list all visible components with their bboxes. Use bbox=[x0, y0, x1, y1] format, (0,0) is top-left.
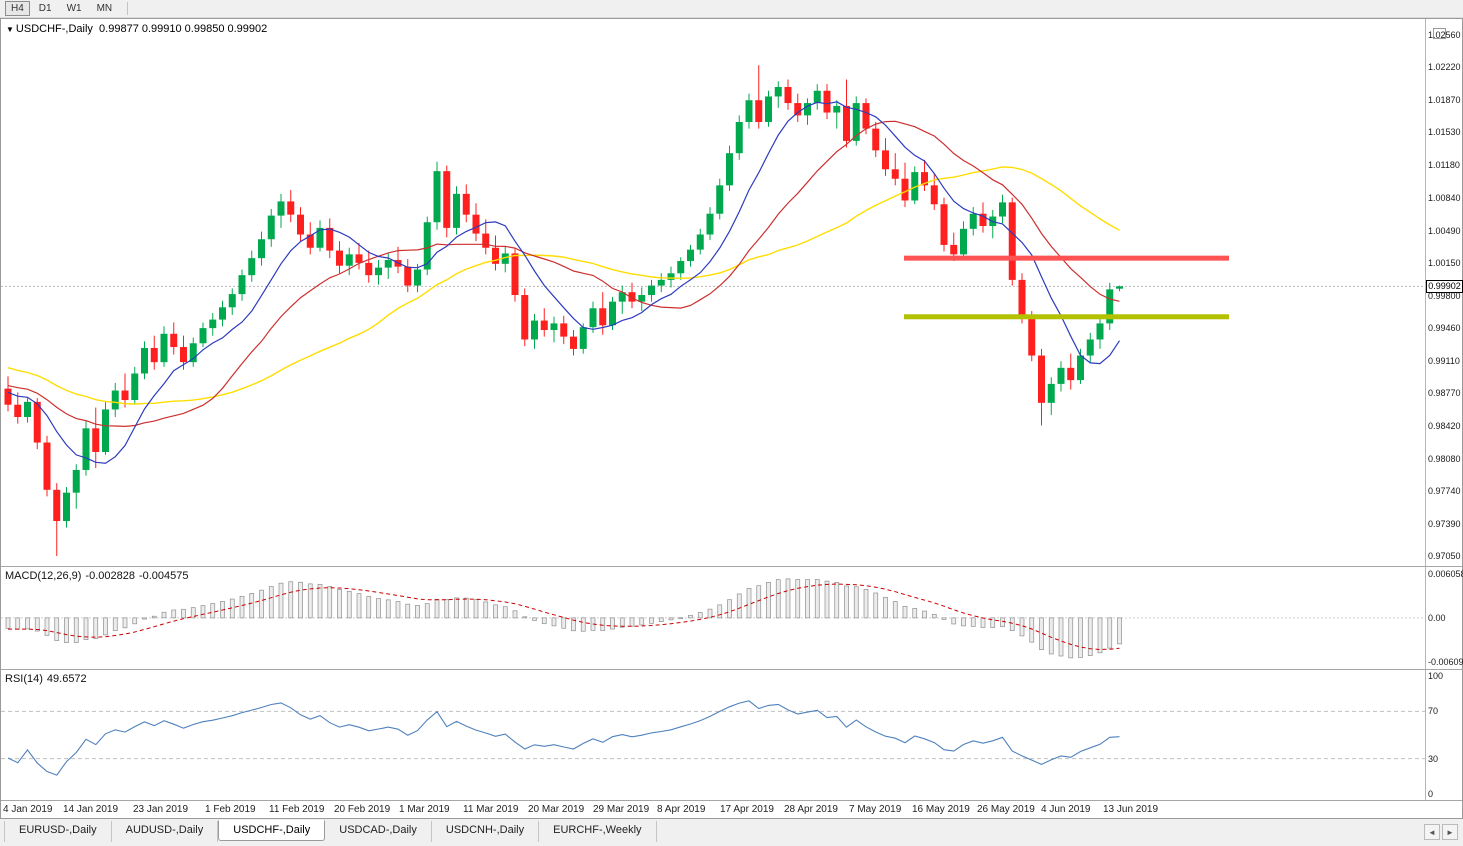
chart-tab-usdchf[interactable]: USDCHF-,Daily bbox=[218, 820, 326, 841]
rsi-value: 49.6572 bbox=[46, 673, 87, 685]
rsi-axis-label: 30 bbox=[1428, 753, 1439, 764]
price-axis-label: 0.99460 bbox=[1428, 323, 1461, 334]
macd-value-signal: -0.004575 bbox=[138, 570, 189, 582]
price-axis-label: 0.97050 bbox=[1428, 551, 1461, 561]
price-axis-label: 0.98080 bbox=[1428, 453, 1461, 464]
date-label: 20 Mar 2019 bbox=[528, 804, 585, 815]
price-axis-label: 1.01530 bbox=[1428, 127, 1461, 138]
chart-tabs: EURUSD-,Daily AUDUSD-,Daily USDCHF-,Daily U… bbox=[4, 820, 657, 842]
macd-name: MACD(12,26,9) bbox=[5, 570, 82, 582]
date-label: 29 Mar 2019 bbox=[593, 804, 650, 815]
period-toolbar: H4 D1 W1 MN bbox=[0, 0, 1463, 18]
chart-window: ▼ USDCHF-,Daily 0.99877 0.99910 0.99850 0… bbox=[0, 18, 1463, 819]
price-axis-label: 0.97740 bbox=[1428, 485, 1461, 496]
chart-tab-usdcnh[interactable]: USDCNH-,Daily bbox=[432, 821, 540, 842]
collapse-arrow-icon[interactable]: ▼ bbox=[6, 25, 14, 34]
macd-axis-label: -0.006096 bbox=[1428, 657, 1463, 667]
date-label: 16 May 2019 bbox=[912, 804, 970, 815]
panel-splitter-rsi[interactable] bbox=[1, 669, 1462, 670]
ohlc-values: 0.99877 0.99910 0.99850 0.99902 bbox=[99, 23, 268, 35]
price-axis-label: 0.99110 bbox=[1428, 356, 1460, 367]
tab-scroll-group: ◄ ► bbox=[1424, 824, 1458, 840]
macd-axis-label: 0.00 bbox=[1428, 612, 1446, 623]
date-label: 14 Jan 2019 bbox=[63, 804, 119, 815]
date-label: 11 Mar 2019 bbox=[463, 804, 519, 815]
price-panel: ▼ USDCHF-,Daily 0.99877 0.99910 0.99850 0… bbox=[1, 19, 1463, 566]
price-axis: 0.99902 1.02560 1.02220 1.01870 1.01530 1.01… bbox=[1425, 19, 1463, 566]
chart-corner-button[interactable] bbox=[1433, 28, 1446, 39]
chart-tab-eurchf[interactable]: EURCHF-,Weekly bbox=[539, 821, 657, 842]
price-axis-label: 0.98420 bbox=[1428, 421, 1461, 432]
macd-value-main: -0.002828 bbox=[85, 570, 135, 582]
period-button-h4[interactable]: H4 bbox=[5, 1, 30, 16]
date-label: 4 Jun 2019 bbox=[1041, 804, 1091, 815]
chart-title: ▼ USDCHF-,Daily 0.99877 0.99910 0.99850 0… bbox=[6, 23, 267, 35]
chart-tabbar: EURUSD-,Daily AUDUSD-,Daily USDCHF-,Daily U… bbox=[0, 819, 1463, 846]
rsi-label: RSI(14) 49.6572 bbox=[5, 673, 91, 685]
rsi-axis-label: 100 bbox=[1428, 671, 1444, 681]
price-axis-label: 0.97390 bbox=[1428, 518, 1461, 529]
date-label: 11 Feb 2019 bbox=[269, 804, 325, 815]
price-axis-label: 1.00490 bbox=[1428, 225, 1461, 236]
rsi-axis: 100 70 30 0 bbox=[1425, 670, 1462, 800]
price-axis-label: 1.02560 bbox=[1428, 30, 1461, 40]
period-button-w1[interactable]: W1 bbox=[66, 3, 82, 14]
price-axis-label: 1.01870 bbox=[1428, 95, 1461, 106]
date-label: 1 Feb 2019 bbox=[205, 804, 256, 815]
period-button-group: H4 D1 W1 MN bbox=[5, 1, 121, 16]
period-button-d1[interactable]: D1 bbox=[38, 3, 52, 14]
rsi-chart[interactable] bbox=[1, 670, 1425, 800]
tab-scroll-right-icon[interactable]: ► bbox=[1442, 824, 1458, 840]
rsi-name: RSI(14) bbox=[5, 673, 43, 685]
price-axis-label: 1.00150 bbox=[1428, 257, 1461, 268]
panel-splitter-macd[interactable] bbox=[1, 566, 1462, 567]
price-axis-label: 1.00840 bbox=[1428, 192, 1461, 203]
rsi-panel: RSI(14) 49.6572 100 70 30 0 bbox=[1, 670, 1462, 800]
date-label: 13 Jun 2019 bbox=[1103, 804, 1159, 815]
symbol-label: USDCHF-,Daily bbox=[15, 23, 93, 35]
date-label: 23 Jan 2019 bbox=[133, 804, 189, 815]
macd-label: MACD(12,26,9) -0.002828 -0.004575 bbox=[5, 570, 193, 582]
price-axis-label: 1.01180 bbox=[1428, 160, 1460, 171]
price-axis-label: 0.98770 bbox=[1428, 388, 1461, 399]
price-axis-label: 1.02220 bbox=[1428, 62, 1461, 73]
date-label: 20 Feb 2019 bbox=[334, 804, 391, 815]
date-label: 7 May 2019 bbox=[849, 804, 902, 815]
toolbar-separator bbox=[127, 2, 129, 15]
rsi-axis-label: 0 bbox=[1428, 789, 1434, 799]
chart-tab-eurusd[interactable]: EURUSD-,Daily bbox=[4, 821, 112, 842]
macd-panel: MACD(12,26,9) -0.002828 -0.004575 0.006058… bbox=[1, 567, 1463, 669]
date-label: 1 Mar 2019 bbox=[399, 804, 450, 815]
date-label: 8 Apr 2019 bbox=[657, 804, 706, 815]
macd-axis: 0.006058 0.00 -0.006096 bbox=[1425, 567, 1463, 669]
chart-tab-audusd[interactable]: AUDUSD-,Daily bbox=[112, 821, 219, 842]
date-label: 4 Jan 2019 bbox=[3, 804, 53, 815]
date-label: 26 May 2019 bbox=[977, 804, 1035, 815]
price-axis-label: 0.99800 bbox=[1428, 290, 1461, 301]
date-label: 17 Apr 2019 bbox=[720, 804, 774, 815]
rsi-axis-label: 70 bbox=[1428, 706, 1439, 717]
date-label: 28 Apr 2019 bbox=[784, 804, 838, 815]
tab-scroll-left-icon[interactable]: ◄ bbox=[1424, 824, 1440, 840]
candlestick-chart[interactable] bbox=[1, 19, 1425, 566]
macd-chart[interactable] bbox=[1, 567, 1425, 669]
chart-tab-usdcad[interactable]: USDCAD-,Daily bbox=[325, 821, 432, 842]
time-axis[interactable]: 4 Jan 2019 14 Jan 2019 23 Jan 2019 1 Feb 20… bbox=[1, 800, 1462, 818]
period-button-mn[interactable]: MN bbox=[96, 3, 113, 14]
macd-axis-label: 0.006058 bbox=[1428, 569, 1463, 579]
